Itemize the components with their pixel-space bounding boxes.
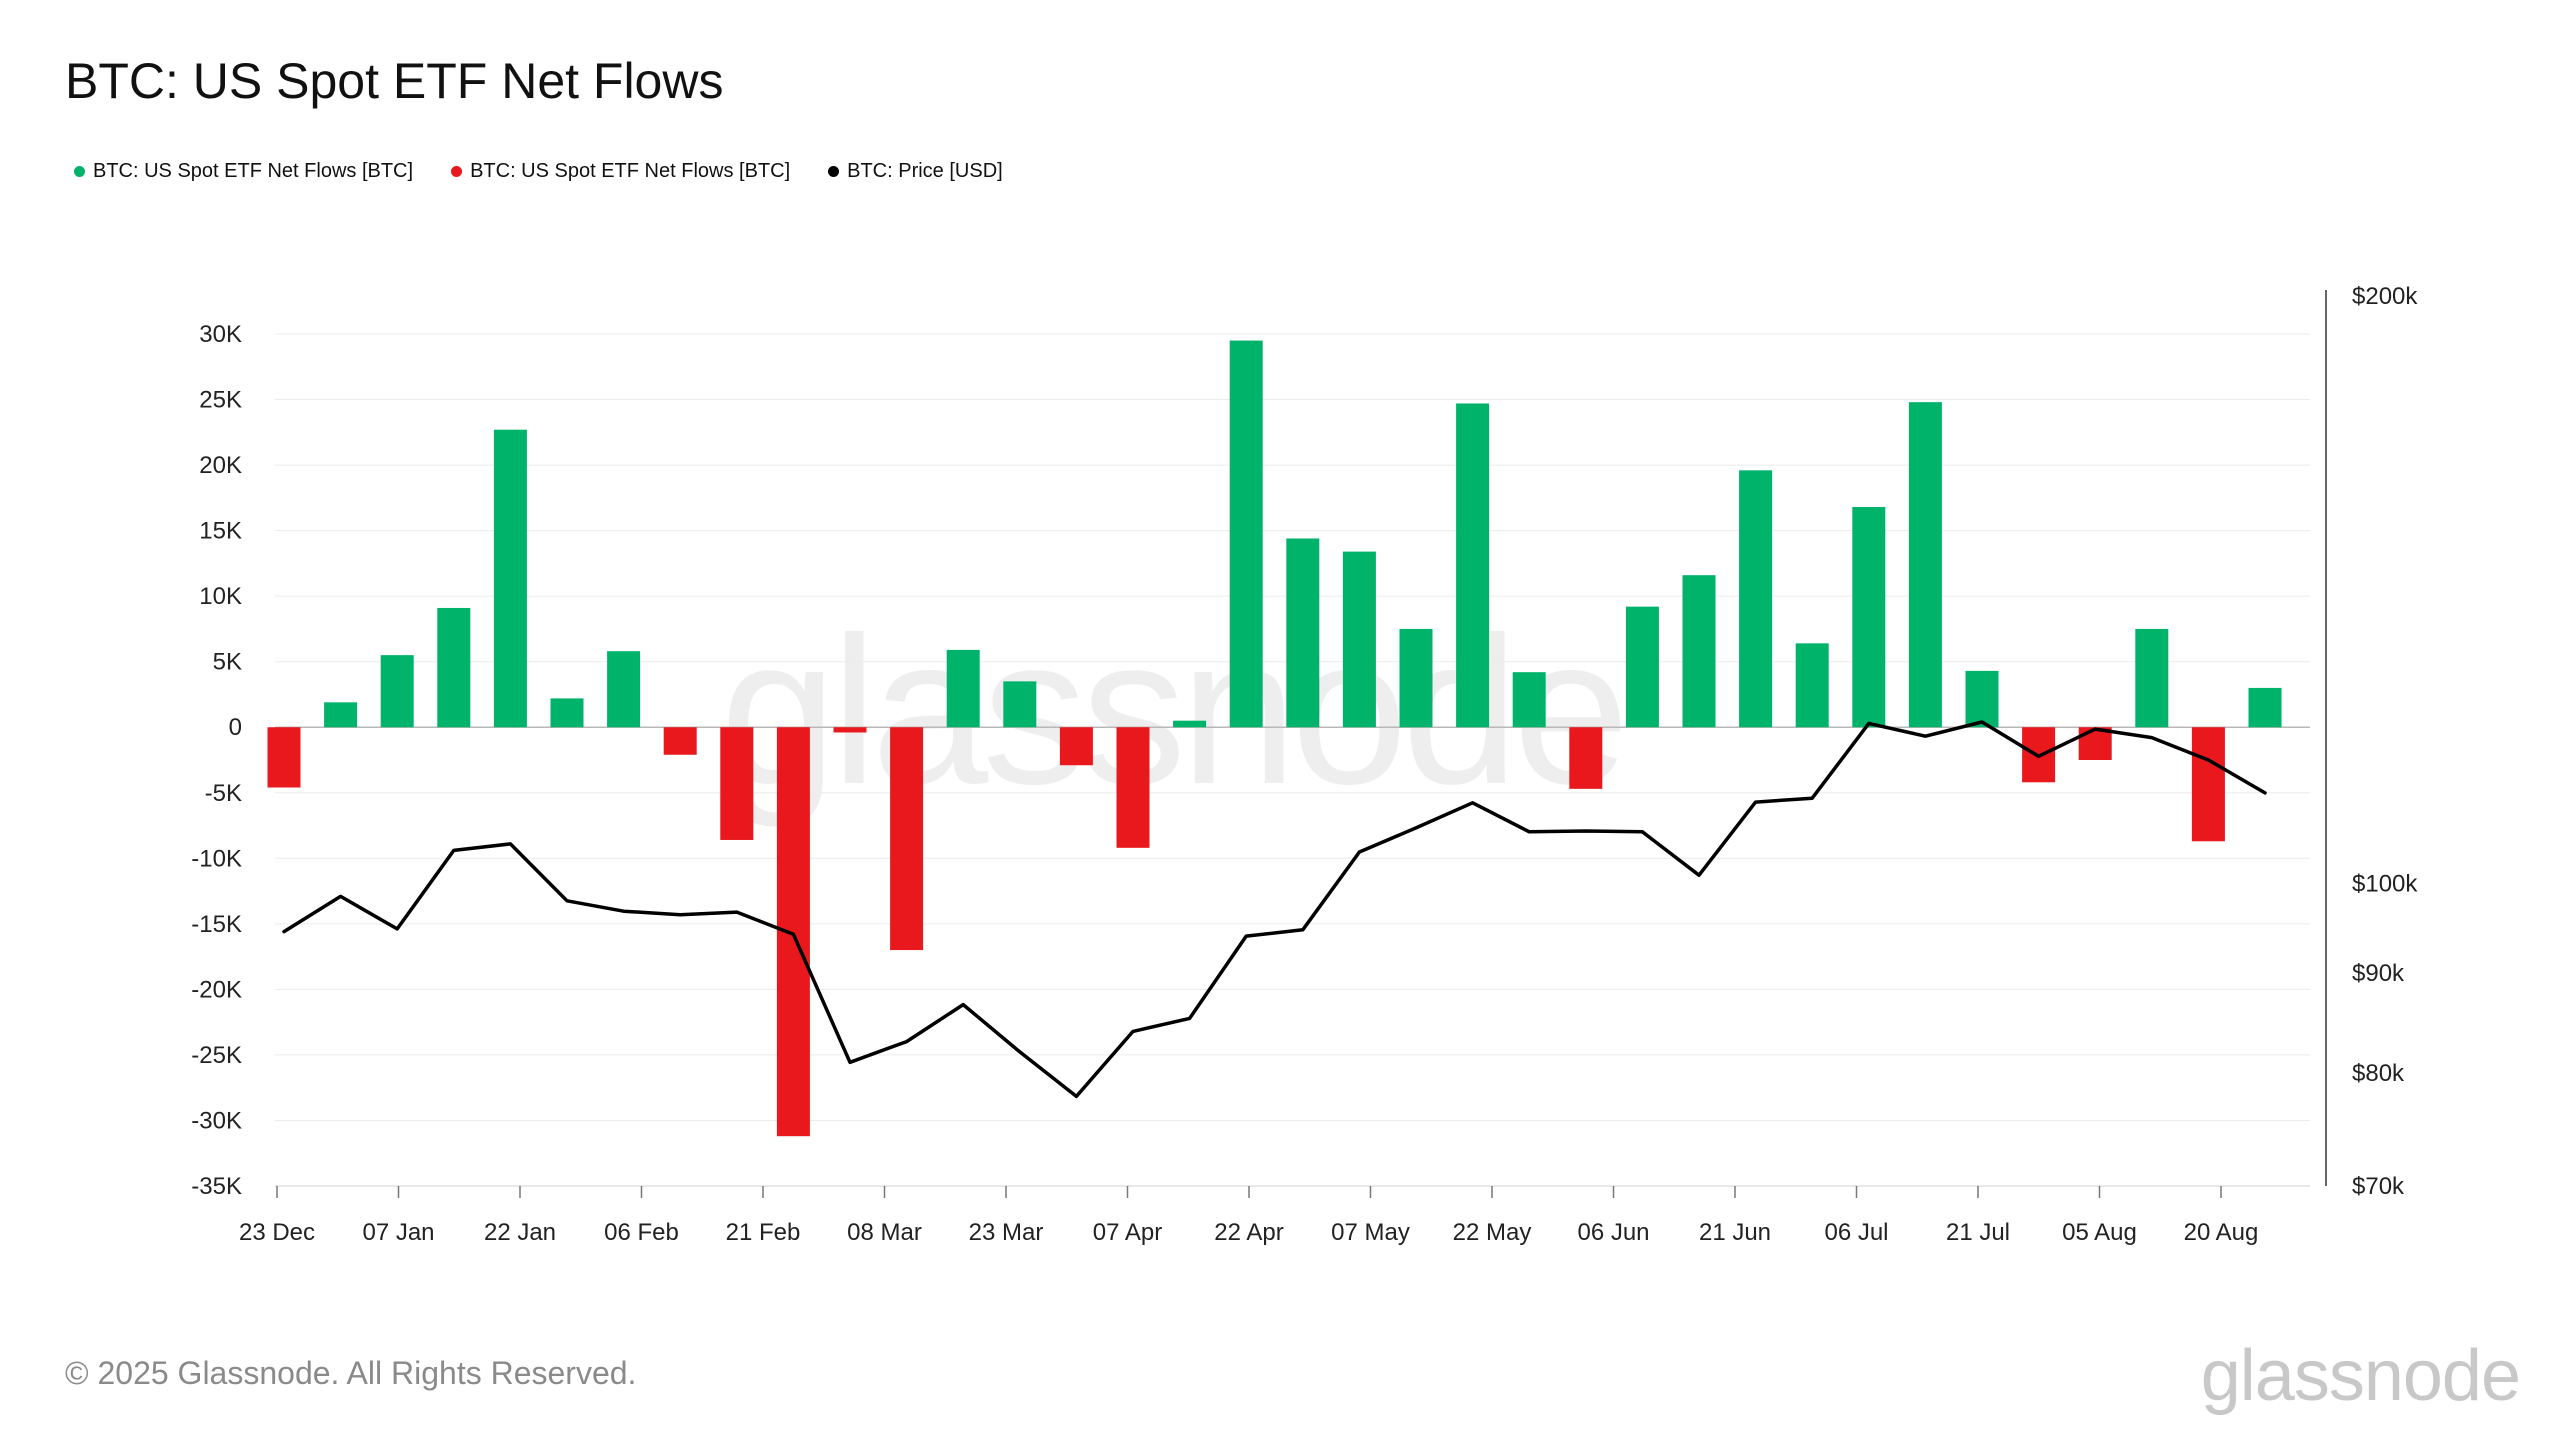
legend-label: BTC: US Spot ETF Net Flows [BTC] [470,160,791,182]
flow-bar [1286,538,1320,728]
glassnode-logo: glassnode [2200,1336,2521,1416]
flow-bar [1512,672,1546,728]
flow-bar [1739,470,1773,728]
flow-bar [1965,670,1999,728]
legend-label: BTC: Price [USD] [847,160,1003,182]
flow-bar [1229,340,1263,728]
flow-bar [493,429,527,728]
x-tick-label: 22 Jan [484,1219,556,1246]
legend-label: BTC: US Spot ETF Net Flows [BTC] [93,160,414,182]
flow-bar [1116,727,1150,848]
flow-bar [1682,575,1716,728]
y-tick-label-right: $70k [2352,1173,2405,1200]
bar-series [267,340,2282,1137]
flow-bar [267,727,301,788]
flow-bar [1625,606,1659,728]
y-tick-label-right: $80k [2352,1060,2405,1087]
x-tick-label: 21 Jul [1946,1219,2010,1246]
y-tick-label-left: -35K [191,1173,242,1200]
x-tick-label: 06 Jul [1824,1219,1888,1246]
flow-bar [1173,720,1207,728]
flow-bar [890,727,924,951]
price-line-series [282,720,2267,1099]
x-tick-label: 06 Feb [604,1219,679,1246]
flow-bar [437,607,471,728]
y-tick-label-left: 15K [199,518,242,545]
y-tick-label-left: -25K [191,1042,242,1069]
y-tick-label-left: -15K [191,911,242,938]
legend-dot-icon [828,166,840,177]
y-tick-label-left: 20K [199,452,242,479]
x-tick-label: 23 Dec [239,1219,315,1246]
x-tick-label: 08 Mar [847,1219,922,1246]
price-line [282,720,2267,1099]
flow-bar [2135,628,2169,728]
flow-bar [1342,551,1376,728]
x-tick-label: 22 May [1453,1219,1532,1246]
flow-bar [1795,643,1829,728]
y-tick-label-right: $200k [2352,283,2418,310]
y-tick-label-left: 30K [199,321,242,348]
y-tick-label-left: -20K [191,976,242,1003]
flow-bar [776,727,810,1137]
flow-bar [1059,727,1093,766]
flow-bar [720,727,754,840]
flow-bar [833,727,867,733]
x-tick-label: 07 Jan [362,1219,434,1246]
x-tick-label: 06 Jun [1577,1219,1649,1246]
y-tick-label-left: -5K [205,780,242,807]
legend-dot-icon [74,166,85,177]
x-tick-label: 05 Aug [2062,1219,2137,1246]
flow-bar [324,702,358,728]
flow-bar [1908,402,1942,728]
y-tick-label-left: 25K [199,387,242,414]
legend-item-price[interactable]: BTC: Price [USD] [828,160,1003,183]
legend-item-outflows[interactable]: BTC: US Spot ETF Net Flows [BTC] [451,160,790,183]
x-tick-label: 21 Jun [1699,1219,1771,1246]
flow-bar [607,651,641,728]
flow-bar [2191,727,2225,842]
flow-bar [380,655,414,728]
x-tick-label: 23 Mar [969,1219,1044,1246]
flow-bar [946,649,980,728]
grid-lines [275,333,2310,1187]
y-tick-label-right: $90k [2352,960,2405,987]
flow-bar [1399,628,1433,728]
flow-bar [1003,681,1037,728]
x-tick-label: 07 May [1331,1219,1410,1246]
y-tick-label-left: -30K [191,1107,242,1134]
y-tick-label-left: 5K [213,649,242,676]
flow-bar [1852,507,1886,728]
flow-bar [1456,403,1490,728]
x-tick-label: 22 Apr [1214,1219,1283,1246]
y-tick-label-left: -10K [191,845,242,872]
copyright-footer: © 2025 Glassnode. All Rights Reserved. [65,1355,637,1391]
x-tick-label: 21 Feb [726,1219,801,1246]
x-tick-label: 07 Apr [1093,1219,1162,1246]
legend-dot-icon [451,166,463,177]
chart-title: BTC: US Spot ETF Net Flows [65,53,724,109]
x-tick-label: 20 Aug [2184,1219,2259,1246]
flow-bar [1569,727,1603,789]
y-tick-label-left: 0 [229,714,242,741]
flow-bar [550,698,584,728]
y-tick-label-left: 10K [199,583,242,610]
y-tick-label-right: $100k [2352,871,2418,898]
legend: BTC: US Spot ETF Net Flows [BTC] BTC: US… [74,160,1003,183]
axes: 30K 25K 20K 15K 10K 5K 0 -5K -10K -15K -20K -25K -30… [191,283,2418,1246]
legend-item-inflows[interactable]: BTC: US Spot ETF Net Flows [BTC] [74,160,413,183]
flow-bar [663,727,697,755]
flow-bar [2248,687,2282,728]
